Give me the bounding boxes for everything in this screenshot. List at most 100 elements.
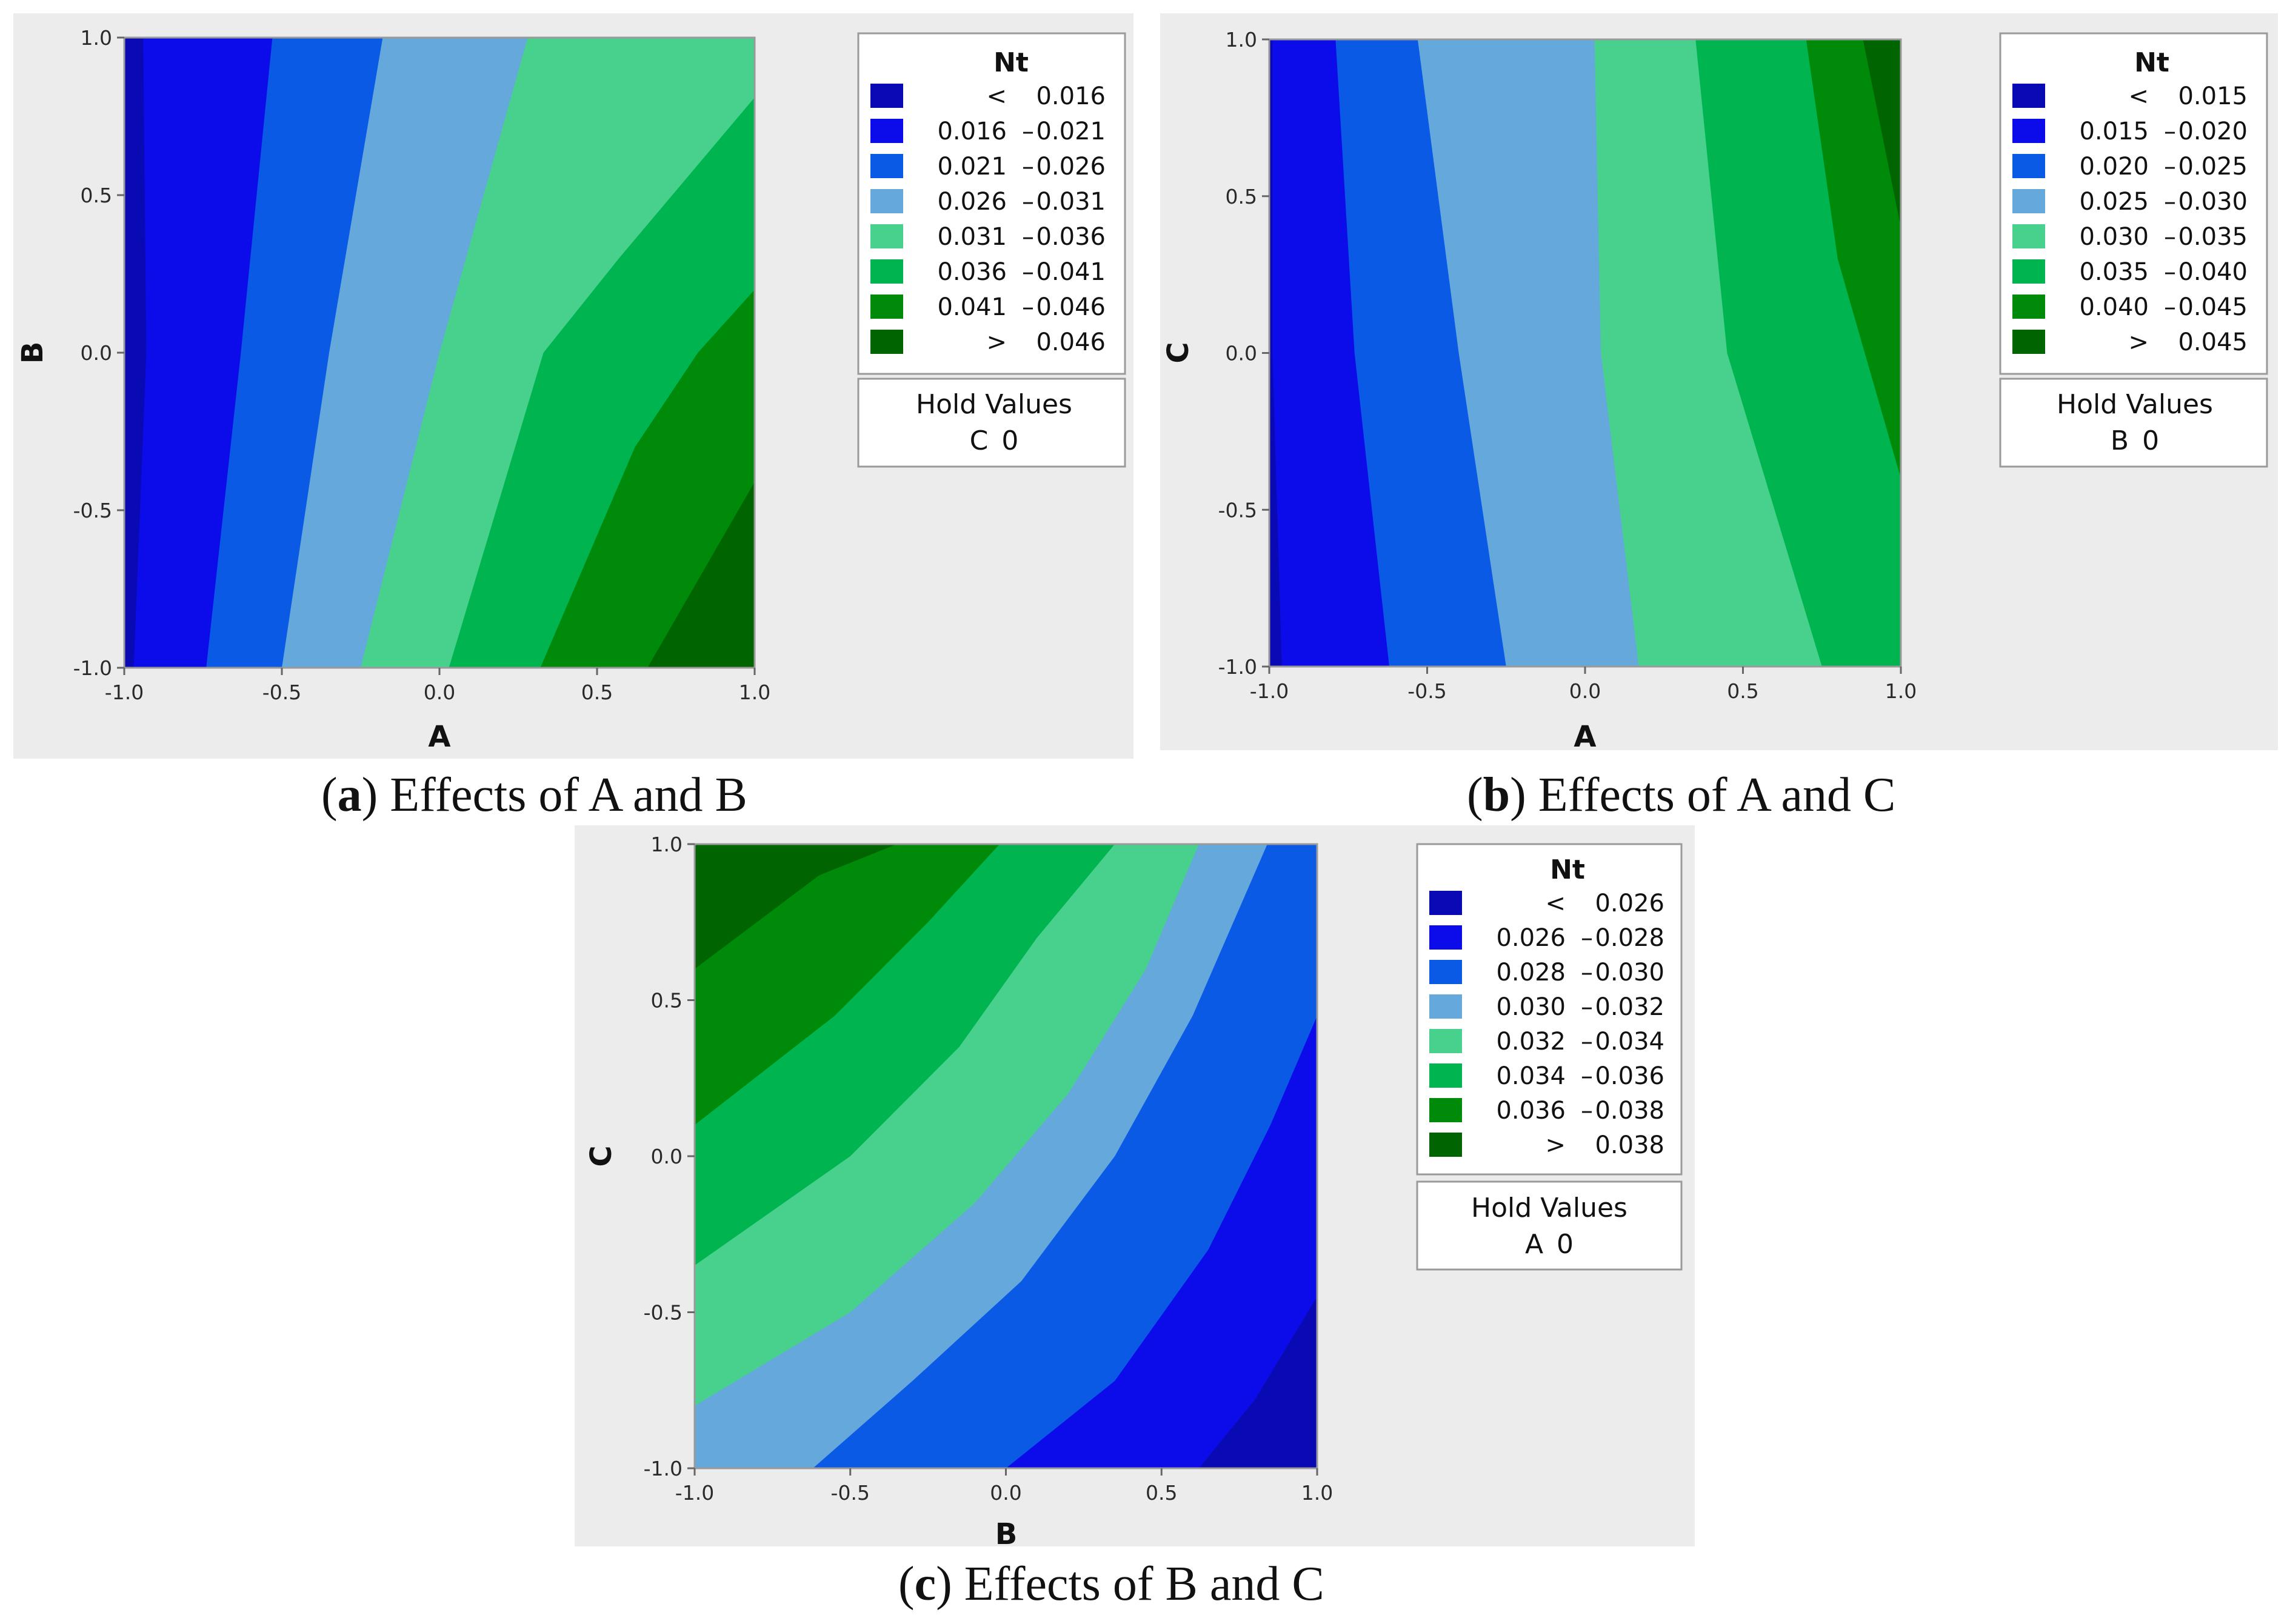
panel-c-hold-values-title: Hold Values: [1471, 1193, 1627, 1223]
panel-a-legend-swatch: [870, 295, 903, 319]
panel-a-legend-low: 0.016: [937, 118, 1007, 145]
panel-c-y-axis: -1.0 -0.5 0.0 0.5 1.0: [644, 833, 695, 1480]
panel-a-x-label: A: [428, 720, 450, 754]
panel-a-legend-swatch: [870, 224, 903, 248]
panel-b-legend-low: 0.025: [2079, 188, 2149, 216]
panel-c: -1.0 -0.5 0.0 0.5 1.0 -1.0-0.50.00.51.0 B C …: [575, 825, 1695, 1611]
panel-b-legend-low: >: [2128, 328, 2149, 356]
panel-c-legend-swatch: [1429, 994, 1462, 1019]
panel-a-legend-swatch: [870, 84, 903, 108]
panel-b-legend-swatch: [2012, 189, 2045, 213]
panel-a-legend-dash: –: [1022, 293, 1034, 321]
panel-a-legend-dash: –: [1022, 153, 1034, 181]
panel-a-legend-low: >: [986, 328, 1007, 356]
panel-b-legend-low: 0.035: [2079, 258, 2149, 286]
panel-b-legend-high: 0.040: [2178, 258, 2248, 286]
panel-a-legend-high: 0.046: [1036, 328, 1106, 356]
panel-b-y-axis: -1.0 -0.5 0.0 0.5 1.0: [1218, 28, 1269, 679]
panel-c-legend-low: 0.034: [1496, 1062, 1566, 1090]
panel-a-legend-high: 0.026: [1036, 153, 1106, 181]
panel-a-y-tick-label: -1.0: [73, 656, 112, 680]
panel-a-legend-title: Nt: [993, 47, 1029, 78]
panel-b-legend-low: 0.015: [2079, 118, 2149, 145]
panel-a-legend-high: 0.046: [1036, 293, 1106, 321]
panel-a-hold-values-box: [857, 378, 1126, 468]
panel-c-legend-low: 0.032: [1496, 1028, 1566, 1056]
panel-a-region-7: [647, 482, 755, 668]
panel-b-legend-high: 0.015: [2178, 82, 2248, 110]
panel-a-legend-low: 0.041: [937, 293, 1007, 321]
panel-a-legend-high: 0.031: [1036, 188, 1106, 216]
panel-c-y-tick-label: 0.0: [651, 1145, 683, 1168]
panel-a-legend-high: 0.036: [1036, 223, 1106, 251]
panel-c-y-tick-label: 1.0: [651, 833, 683, 856]
panel-c-legend-swatch: [1429, 1029, 1462, 1053]
panel-c-legend-dash: –: [1581, 959, 1593, 987]
panel-a-y-tick-label: 1.0: [81, 26, 112, 50]
panel-b-legend-high: 0.045: [2178, 293, 2248, 321]
panel-b-legend-items: <0.0150.015–0.0200.020–0.0250.025–0.0300…: [2012, 82, 2248, 356]
panel-c-legend-swatch: [1429, 1098, 1462, 1122]
panel-c-x-tick-label: 1.0: [1301, 1481, 1333, 1505]
panel-b-legend-low: <: [2128, 82, 2149, 110]
panel-a-hold-value: 0: [1001, 425, 1018, 456]
panel-b-y-tick-label: 0.5: [1226, 185, 1257, 208]
panel-c-legend-dash: –: [1581, 1062, 1593, 1090]
panel-b-legend-dash: –: [2164, 223, 2176, 251]
panel-c-legend-dash: –: [1581, 993, 1593, 1021]
panel-a-x-tick-label: 0.0: [424, 681, 455, 704]
panel-c-contours: [695, 844, 1317, 1468]
panel-b-x-tick-label: -1.0: [1250, 679, 1289, 703]
panel-c-legend-high: 0.030: [1595, 959, 1664, 987]
panel-c-hold-values-box: [1416, 1180, 1683, 1271]
panel-c-legend-dash: –: [1581, 1028, 1593, 1056]
panel-b-legend-swatch: [2012, 224, 2045, 248]
panel-a-legend-high: 0.021: [1036, 118, 1106, 145]
panel-b: -1.0 -0.5 0.0 0.5 1.0 -1.0-0.50.00.51.0 A C …: [1160, 13, 2278, 822]
panel-b-y-tick-label: -0.5: [1218, 498, 1257, 522]
panel-a-legend-low: 0.031: [937, 223, 1007, 251]
panel-a-y-tick-label: 0.5: [81, 184, 112, 207]
panel-b-x-tick-label: 0.5: [1727, 679, 1758, 703]
panel-b-legend-swatch: [2012, 119, 2045, 143]
panel-c-y-tick-label: -0.5: [644, 1301, 683, 1325]
panel-b-region-7: [1863, 39, 1901, 228]
panel-a-legend-dash: –: [1022, 223, 1034, 251]
panel-b-hold-value: 0: [2142, 425, 2159, 456]
panel-a-legend-swatch: [870, 259, 903, 284]
panel-b-legend-low: 0.040: [2079, 293, 2149, 321]
panel-b-y-tick-label: 1.0: [1226, 28, 1257, 52]
panel-a-legend-swatch: [870, 330, 903, 354]
panel-b-hold-variable: B: [2111, 425, 2129, 456]
panel-c-x-label: B: [995, 1517, 1018, 1551]
panel-b-y-tick-label: 0.0: [1226, 342, 1257, 365]
panel-c-legend-swatch: [1429, 925, 1462, 950]
panel-b-legend-swatch: [2012, 154, 2045, 178]
panel-c-y-tick-label: 0.5: [651, 989, 683, 1013]
panel-a-legend-items: <0.0160.016–0.0210.021–0.0260.026–0.0310…: [870, 82, 1106, 356]
panel-c-legend-high: 0.026: [1595, 890, 1664, 917]
panel-c-legend-swatch: [1429, 1063, 1462, 1088]
panel-c-legend-high: 0.032: [1595, 993, 1664, 1021]
panel-b-legend-swatch: [2012, 295, 2045, 319]
panel-c-legend-title: Nt: [1550, 854, 1585, 885]
panel-a-x-axis: -1.0 -0.5 0.0 0.5 1.0: [105, 668, 770, 704]
panel-c-legend-low: 0.030: [1496, 993, 1566, 1021]
panel-b-legend-swatch: [2012, 330, 2045, 354]
panel-c-legend-low: 0.026: [1496, 924, 1566, 952]
panel-c-legend-low: <: [1545, 890, 1566, 917]
panel-c-legend-high: 0.036: [1595, 1062, 1664, 1090]
panel-a-contours: [124, 38, 755, 668]
panel-b-legend-dash: –: [2164, 188, 2176, 216]
panel-b-legend-high: 0.045: [2178, 328, 2248, 356]
panel-a-hold-variable: C: [970, 425, 989, 456]
panel-c-legend-high: 0.038: [1595, 1131, 1664, 1159]
panel-a-legend-low: 0.021: [937, 153, 1007, 181]
panel-a-legend-low: <: [986, 82, 1007, 110]
panel-b-legend-dash: –: [2164, 153, 2176, 181]
panel-c-legend-items: <0.0260.026–0.0280.028–0.0300.030–0.0320…: [1429, 890, 1664, 1159]
panel-c-hold-variable: A: [1525, 1229, 1543, 1260]
